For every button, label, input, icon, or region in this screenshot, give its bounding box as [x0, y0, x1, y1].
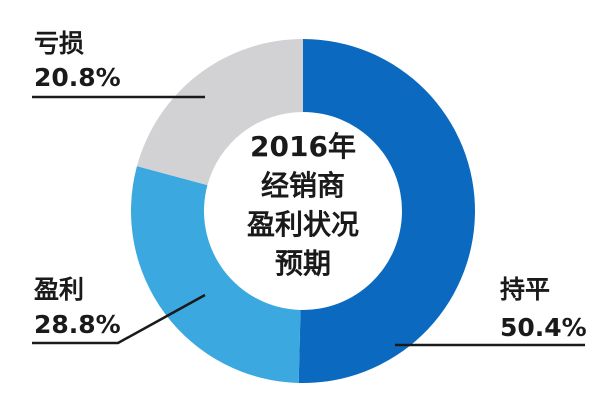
slice-breakeven — [298, 39, 476, 384]
leader-lines-layer — [32, 95, 585, 347]
slice-value-loss: 20.8% — [34, 63, 121, 92]
center-title-line-4: 预期 — [275, 247, 331, 280]
slice-value-profit: 28.8% — [34, 310, 121, 339]
slice-value-breakeven: 50.4% — [500, 313, 587, 342]
center-title-line-3: 盈利状况 — [247, 208, 359, 241]
slice-label-loss: 亏损 — [34, 29, 84, 58]
slice-loss — [136, 39, 303, 186]
slice-label-profit: 盈利 — [34, 275, 84, 304]
slice-label-breakeven: 持平 — [500, 275, 550, 304]
leader-line-profit — [32, 293, 206, 345]
center-title-line-2: 经销商 — [261, 169, 345, 202]
center-title-line-1: 2016年 — [250, 130, 356, 163]
slices-layer — [130, 39, 476, 384]
slice-profit — [130, 166, 301, 383]
